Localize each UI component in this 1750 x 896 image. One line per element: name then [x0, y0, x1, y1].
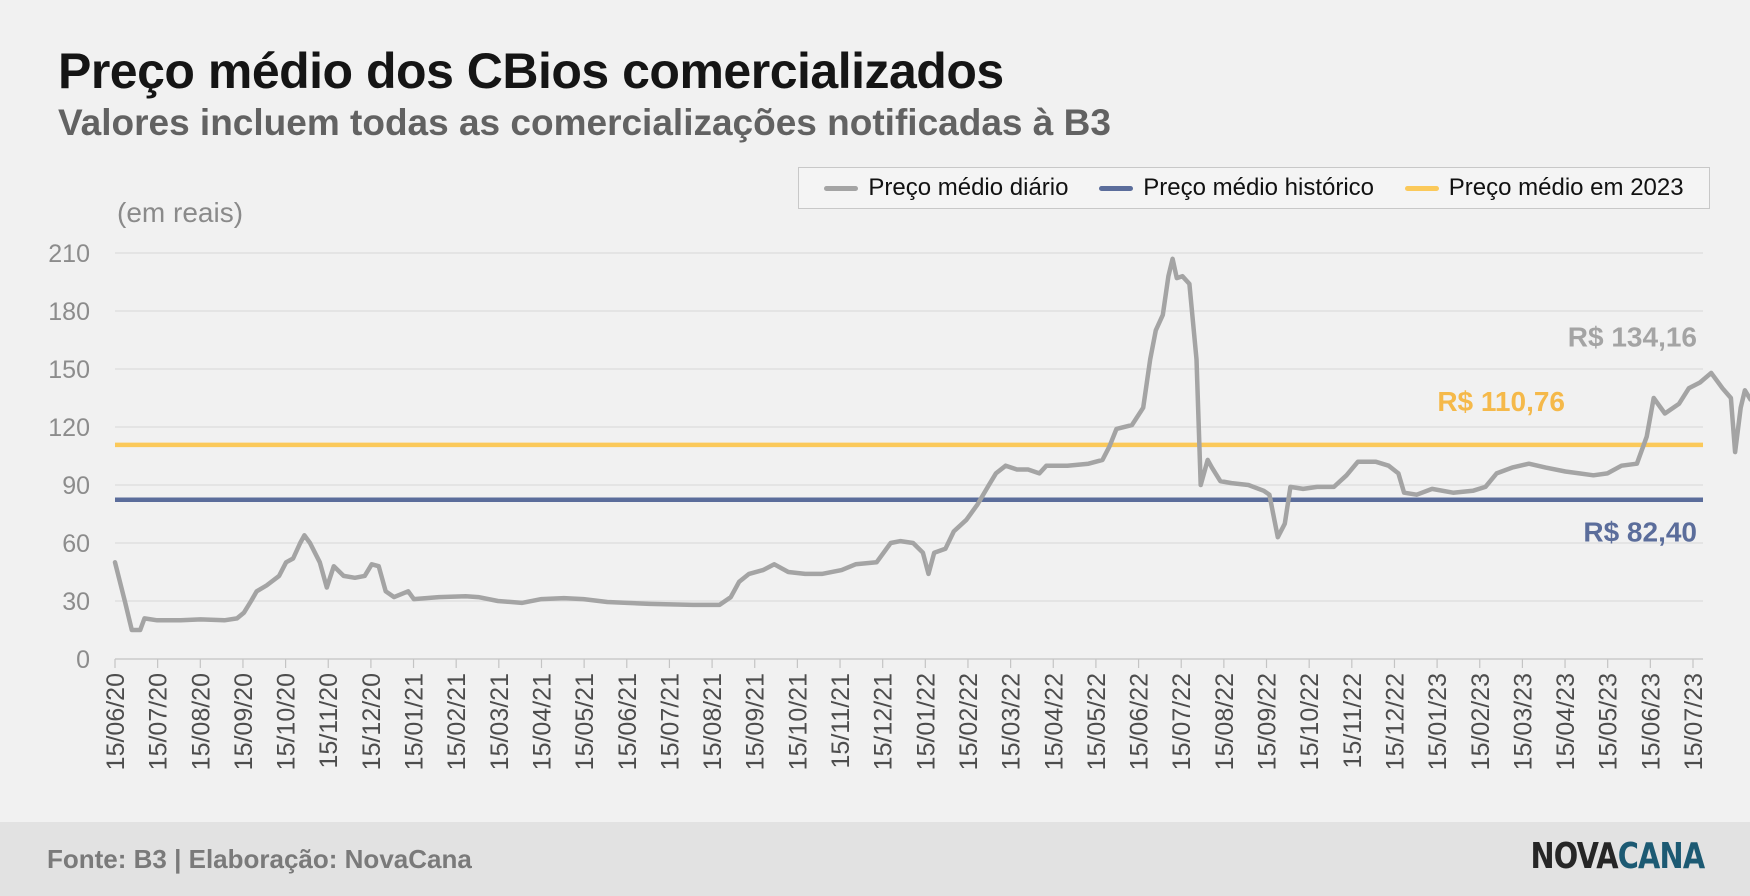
series-line-daily: [112, 256, 1750, 633]
value-annotation: R$ 82,40: [1583, 517, 1697, 548]
x-tick-label: 15/11/21: [827, 673, 855, 768]
x-tick-label: 15/04/22: [1040, 673, 1068, 770]
series-layer: [112, 256, 1750, 633]
x-tick-label: 15/06/21: [614, 673, 642, 770]
legend-item-historic: Preço médio histórico: [1099, 174, 1374, 202]
x-tick-label: 15/09/21: [742, 673, 770, 770]
annotations: R$ 134,16 R$ 110,76 R$ 82,40: [1437, 322, 1697, 548]
x-tick-label: 15/12/22: [1381, 673, 1409, 770]
x-tick-label: 15/07/21: [656, 673, 684, 770]
x-tick-label: 15/06/22: [1126, 673, 1154, 770]
y-tick-label: 210: [48, 240, 90, 268]
x-tick-label: 15/05/23: [1595, 673, 1623, 770]
novacana-logo: NOVACANA: [1530, 836, 1705, 877]
legend-label-historic: Preço médio histórico: [1143, 174, 1375, 201]
footer: Fonte: B3 | Elaboração: NovaCana NOVACAN…: [0, 822, 1750, 896]
y-tick-label: 90: [62, 472, 90, 500]
y-tick-label: 60: [62, 530, 90, 558]
x-tick-label: 15/06/20: [102, 673, 130, 770]
x-tick-label: 15/01/22: [912, 673, 940, 770]
y-tick-label: 0: [76, 646, 90, 674]
x-tick-label: 15/01/21: [401, 673, 429, 770]
x-tick-label: 15/06/23: [1637, 673, 1665, 770]
x-tick-label: 15/01/23: [1424, 673, 1452, 770]
y-tick-label: 30: [62, 588, 90, 616]
y-tick-label: 120: [48, 414, 90, 442]
x-axis-ticks: 15/06/20 15/07/20 15/08/20 15/09/20 15/10/20…: [102, 659, 1708, 770]
x-tick-label: 15/08/21: [699, 673, 727, 770]
value-annotation: R$ 110,76: [1437, 386, 1565, 417]
legend-item-2023: Preço médio em 2023: [1404, 174, 1684, 202]
y-unit-label: (em reais): [117, 197, 243, 228]
x-tick-label: 15/09/22: [1254, 673, 1282, 770]
x-tick-label: 15/12/20: [358, 673, 386, 770]
legend-label-daily: Preço médio diário: [868, 174, 1069, 201]
x-tick-label: 15/07/23: [1680, 673, 1708, 770]
x-tick-label: 15/05/22: [1083, 673, 1111, 770]
y-tick-label: 150: [48, 356, 90, 384]
grid-lines: [115, 252, 1703, 660]
x-tick-label: 15/11/20: [315, 673, 343, 768]
x-tick-label: 15/03/22: [998, 673, 1026, 770]
x-tick-label: 15/02/22: [955, 673, 983, 770]
legend-swatch-2023: [1404, 185, 1439, 191]
y-axis-ticks: 0 30 60 90 120 150 180 210: [48, 240, 90, 674]
x-tick-label: 15/04/23: [1552, 673, 1580, 770]
x-tick-label: 15/09/20: [230, 673, 258, 770]
value-annotation: R$ 134,16: [1568, 322, 1697, 353]
x-tick-label: 15/10/22: [1296, 673, 1324, 770]
x-tick-label: 15/08/22: [1211, 673, 1239, 770]
x-tick-label: 15/12/21: [870, 673, 898, 770]
x-tick-label: 15/07/20: [145, 673, 173, 770]
x-tick-label: 15/02/21: [443, 673, 471, 770]
x-tick-label: 15/04/21: [528, 673, 556, 770]
legend-item-daily: Preço médio diário: [824, 174, 1068, 202]
legend-swatch-daily: [824, 185, 859, 191]
page-subtitle: Valores incluem todas as comercializaçõe…: [58, 102, 1111, 143]
x-tick-label: 15/10/20: [273, 673, 301, 770]
x-tick-label: 15/05/21: [571, 673, 599, 770]
x-tick-label: 15/03/21: [486, 673, 514, 770]
legend-label-2023: Preço médio em 2023: [1448, 174, 1684, 201]
page-title: Preço médio dos CBios comercializados: [58, 43, 1004, 99]
x-tick-label: 15/08/20: [187, 673, 215, 770]
legend-swatch-historic: [1099, 185, 1134, 191]
x-tick-label: 15/11/22: [1339, 673, 1367, 768]
x-tick-label: 15/10/21: [784, 673, 812, 770]
source-note: Fonte: B3 | Elaboração: NovaCana: [47, 844, 472, 874]
y-tick-label: 180: [48, 298, 90, 326]
x-tick-label: 15/02/23: [1467, 673, 1495, 770]
x-tick-label: 15/07/22: [1168, 673, 1196, 770]
chart-legend: Preço médio diário Preço médio histórico…: [798, 167, 1710, 209]
x-tick-label: 15/03/23: [1509, 673, 1537, 770]
